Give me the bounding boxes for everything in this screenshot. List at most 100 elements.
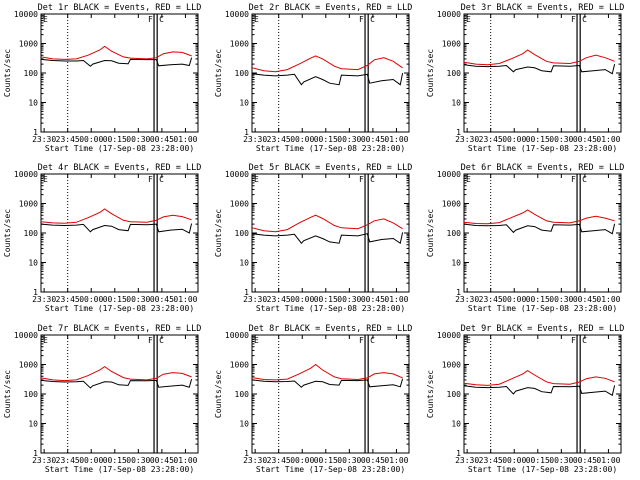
x-tick-label: 00:15 — [526, 135, 550, 144]
x-tick-label: 00:30 — [126, 135, 150, 144]
x-tick-label: 00:00 — [79, 135, 103, 144]
chart-panel-8: Det 8r BLACK = Events, RED = LLD 1 10 100 10… — [214, 324, 412, 474]
corner-mark: E — [466, 336, 471, 345]
x-tick-label: 23:30 — [243, 456, 267, 465]
flare-letter-c: C — [370, 15, 375, 24]
y-tick-label: 10000 — [225, 10, 249, 19]
x-tick-label: 00:30 — [337, 135, 361, 144]
flare-letter-c: C — [159, 15, 164, 24]
y-tick-label: 10000 — [437, 10, 461, 19]
y-axis-label: Counts/sec — [214, 209, 223, 257]
x-tick-label: 23:30 — [243, 135, 267, 144]
y-tick-label: 10000 — [14, 170, 38, 179]
x-tick-label: 23:30 — [455, 295, 479, 304]
plot-frame — [40, 13, 199, 133]
x-tick-label: 00:00 — [290, 295, 314, 304]
x-tick-label: 00:45 — [573, 295, 597, 304]
x-tick-label: 00:45 — [573, 456, 597, 465]
y-tick-label: 1000 — [442, 361, 461, 370]
y-tick-label: 100 — [24, 390, 39, 399]
y-tick-label: 10 — [451, 259, 461, 268]
x-tick-label: 00:00 — [290, 456, 314, 465]
flare-letter-f: F — [359, 15, 364, 24]
series-lld — [40, 45, 192, 60]
corner-mark: E — [254, 336, 259, 345]
y-tick-label: 100 — [235, 69, 250, 78]
chart-title: Det 2r BLACK = Events, RED = LLD — [249, 3, 413, 13]
y-axis-label: Counts/sec — [214, 370, 223, 418]
flare-letter-c: C — [159, 175, 164, 184]
chart-title: Det 8r BLACK = Events, RED = LLD — [249, 324, 413, 334]
x-tick-label: 23:45 — [479, 135, 503, 144]
chart-title: Det 1r BLACK = Events, RED = LLD — [38, 3, 202, 13]
x-tick-label: 00:30 — [549, 456, 573, 465]
x-tick-label: 00:00 — [502, 456, 526, 465]
x-tick-label: 00:15 — [314, 135, 338, 144]
series-lld — [251, 363, 403, 381]
x-axis-label: Start Time (17-Sep-08 23:28:00) — [256, 465, 405, 474]
series-events — [463, 223, 616, 235]
flare-letter-c: C — [370, 175, 375, 184]
x-tick-label: 00:45 — [573, 135, 597, 144]
y-tick-label: 10 — [451, 99, 461, 108]
y-axis-label: Counts/sec — [3, 49, 12, 97]
y-tick-label: 100 — [447, 69, 462, 78]
x-tick-label: 23:30 — [32, 135, 56, 144]
plot-frame — [251, 334, 410, 454]
x-tick-label: 00:45 — [150, 456, 174, 465]
flare-letter-f: F — [359, 336, 364, 345]
y-tick-label: 1 — [33, 128, 38, 137]
chart-panel-1: Det 1r BLACK = Events, RED = LLD 1 10 100 10… — [3, 3, 201, 153]
x-tick-label: 23:30 — [455, 135, 479, 144]
y-tick-label: 1000 — [19, 200, 38, 209]
chart-title: Det 9r BLACK = Events, RED = LLD — [461, 324, 625, 334]
y-tick-label: 1 — [244, 449, 249, 458]
y-tick-label: 10000 — [437, 170, 461, 179]
series-lld — [463, 49, 615, 66]
x-tick-label: 00:00 — [290, 135, 314, 144]
series-lld — [463, 209, 615, 225]
y-tick-label: 10000 — [14, 331, 38, 340]
x-tick-label: 01:00 — [384, 295, 408, 304]
corner-mark: E — [43, 175, 48, 184]
x-tick-label: 01:00 — [173, 456, 197, 465]
y-tick-label: 1 — [456, 449, 461, 458]
y-tick-label: 100 — [447, 390, 462, 399]
y-tick-label: 10 — [239, 259, 249, 268]
corner-mark: E — [43, 15, 48, 24]
series-events — [40, 223, 193, 234]
x-axis-label: Start Time (17-Sep-08 23:28:00) — [468, 144, 617, 153]
x-tick-label: 01:00 — [173, 295, 197, 304]
chart-panel-3: Det 3r BLACK = Events, RED = LLD 1 10 100 10… — [426, 3, 624, 153]
flare-letter-f: F — [148, 15, 153, 24]
x-tick-label: 00:00 — [79, 456, 103, 465]
x-axis-label: Start Time (17-Sep-08 23:28:00) — [45, 304, 194, 313]
chart-title: Det 4r BLACK = Events, RED = LLD — [38, 163, 202, 173]
chart-panel-4: Det 4r BLACK = Events, RED = LLD 1 10 100 10… — [3, 163, 201, 313]
flare-letter-c: C — [582, 15, 587, 24]
flare-letter-c: C — [582, 175, 587, 184]
chart-panel-9: Det 9r BLACK = Events, RED = LLD 1 10 100 10… — [426, 324, 624, 474]
plot-frame — [40, 173, 199, 293]
chart-panel-5: Det 5r BLACK = Events, RED = LLD 1 10 100 10… — [214, 163, 412, 313]
x-tick-label: 00:30 — [126, 295, 150, 304]
y-tick-label: 10000 — [437, 331, 461, 340]
x-tick-label: 23:45 — [56, 135, 80, 144]
x-tick-label: 23:30 — [243, 295, 267, 304]
y-tick-label: 100 — [24, 229, 39, 238]
flare-letter-f: F — [148, 175, 153, 184]
x-axis-label: Start Time (17-Sep-08 23:28:00) — [256, 144, 405, 153]
x-tick-label: 00:00 — [502, 135, 526, 144]
series-lld — [251, 55, 403, 73]
y-axis-label: Counts/sec — [214, 49, 223, 97]
x-tick-label: 23:45 — [267, 456, 291, 465]
x-tick-label: 00:45 — [361, 456, 385, 465]
x-tick-label: 23:30 — [32, 456, 56, 465]
x-tick-label: 23:45 — [56, 295, 80, 304]
flare-letter-f: F — [148, 336, 153, 345]
chart-title: Det 3r BLACK = Events, RED = LLD — [461, 3, 625, 13]
y-tick-label: 1000 — [442, 40, 461, 49]
chart-panel-2: Det 2r BLACK = Events, RED = LLD 1 10 100 10… — [214, 3, 412, 153]
y-tick-label: 1000 — [230, 200, 249, 209]
x-axis-label: Start Time (17-Sep-08 23:28:00) — [468, 304, 617, 313]
